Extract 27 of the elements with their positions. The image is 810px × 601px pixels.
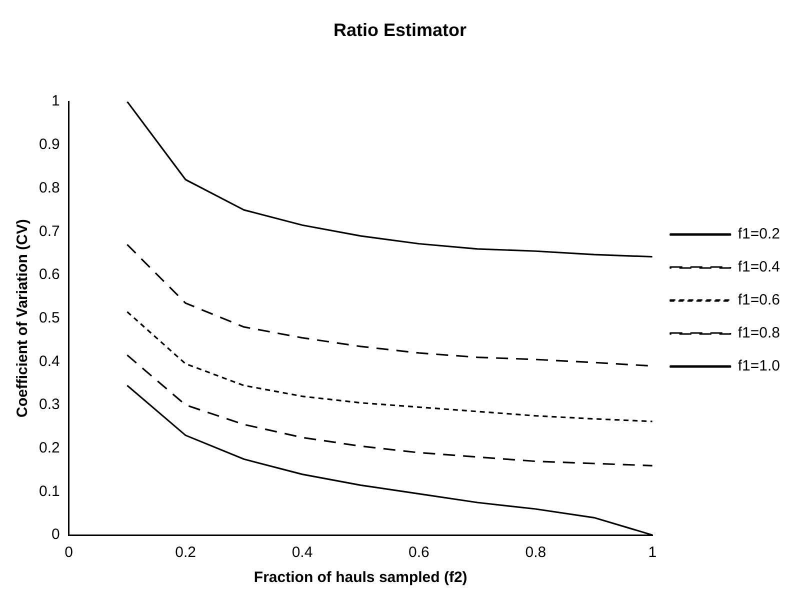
legend-label: f1=0.6 bbox=[738, 292, 780, 309]
y-tick-label: 0.5 bbox=[38, 309, 60, 326]
legend-label: f1=0.2 bbox=[738, 226, 780, 243]
y-tick-label: 0.2 bbox=[38, 439, 60, 456]
x-tick-label: 0.8 bbox=[525, 544, 546, 562]
y-tick-label: 0.8 bbox=[38, 179, 60, 196]
x-tick-label: 0.4 bbox=[292, 544, 313, 562]
line-series bbox=[126, 311, 652, 422]
y-tick-label: 0.4 bbox=[38, 352, 60, 370]
chart-title: Ratio Estimator bbox=[333, 20, 467, 40]
y-tick-label: 0 bbox=[52, 526, 60, 544]
x-tick-label: 0 bbox=[64, 544, 74, 562]
y-tick-label: 0.1 bbox=[38, 482, 60, 500]
line-series bbox=[126, 354, 652, 466]
x-axis-title: Fraction of hauls sampled (f2) bbox=[254, 569, 468, 586]
legend-label: f1=1.0 bbox=[738, 358, 780, 375]
x-tick-label: 0.2 bbox=[175, 544, 196, 562]
legend-label: f1=0.8 bbox=[738, 324, 780, 342]
y-tick-label: 0.9 bbox=[38, 136, 60, 154]
y-tick-label: 0.3 bbox=[38, 396, 60, 414]
y-tick-label: 0.7 bbox=[38, 222, 60, 240]
y-axis-title: Coefficient of Variation (CV) bbox=[14, 219, 32, 418]
y-tick-label: 1 bbox=[52, 92, 60, 110]
y-tick-label: 0.6 bbox=[38, 266, 60, 284]
x-tick-label: 1 bbox=[648, 544, 657, 562]
legend-label: f1=0.4 bbox=[738, 258, 780, 276]
x-tick-label: 0.6 bbox=[408, 544, 430, 562]
